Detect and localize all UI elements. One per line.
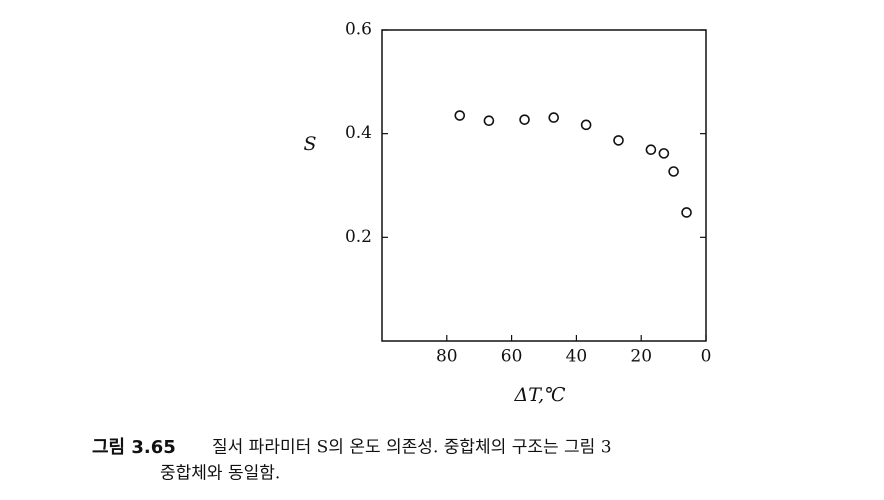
point	[645, 144, 657, 156]
x-tick-label: 60	[501, 347, 523, 367]
point	[483, 115, 495, 127]
plot-frame	[381, 29, 707, 342]
x-tick-label: 0	[701, 347, 712, 367]
y-tick-label: 0.4	[345, 123, 372, 143]
y-tick-label: 0.6	[345, 20, 372, 40]
x-tick-label: 40	[566, 347, 588, 367]
y-axis-label: S	[303, 133, 316, 155]
point	[519, 114, 530, 125]
point	[658, 148, 670, 159]
point	[668, 166, 679, 177]
x-axis-label: ΔT,℃	[514, 384, 566, 406]
x-tick-label: 80	[436, 347, 458, 367]
point	[580, 119, 592, 131]
point	[681, 207, 692, 218]
caption-line: 질서 파라미터 S의 온도 의존성. 중합체의 구조는 그림 3	[212, 438, 612, 458]
figure-label: 그림 3.65	[92, 437, 176, 458]
point	[613, 135, 624, 146]
point	[548, 112, 560, 123]
point	[454, 110, 466, 121]
caption-line: 중합체와 동일함.	[160, 464, 280, 484]
y-tick-label: 0.2	[345, 227, 372, 247]
x-tick-label: 20	[630, 347, 652, 367]
